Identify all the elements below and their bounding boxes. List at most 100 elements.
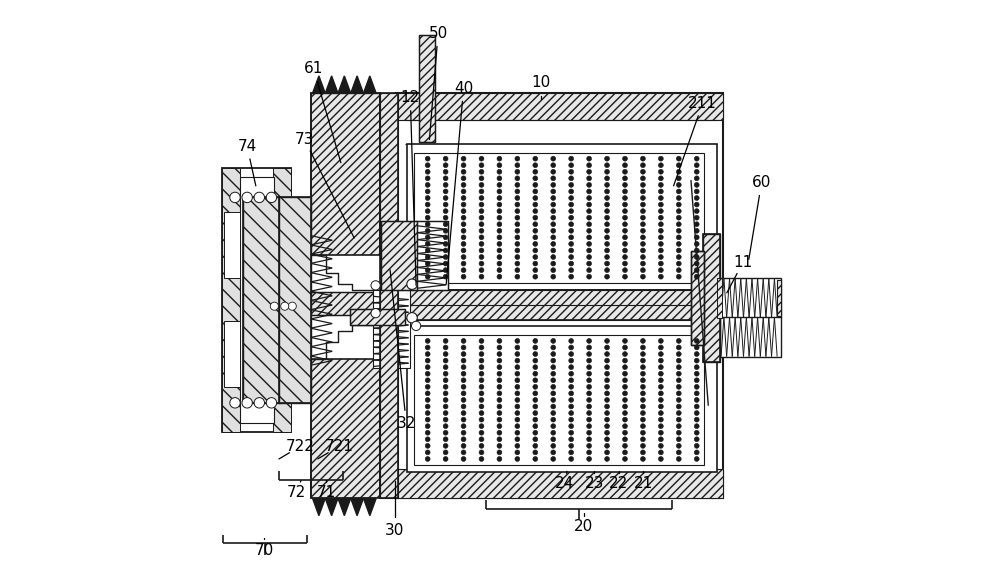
Circle shape: [479, 404, 484, 409]
Circle shape: [623, 371, 627, 376]
Circle shape: [254, 398, 265, 408]
Circle shape: [551, 261, 556, 266]
Circle shape: [443, 169, 448, 174]
Bar: [381, 220, 417, 290]
Circle shape: [623, 202, 627, 207]
Circle shape: [658, 156, 663, 161]
Circle shape: [515, 411, 520, 415]
Circle shape: [694, 424, 699, 429]
Circle shape: [461, 156, 466, 161]
Circle shape: [461, 268, 466, 273]
Bar: [222, 168, 291, 432]
Circle shape: [497, 404, 502, 409]
Circle shape: [443, 195, 448, 201]
Circle shape: [443, 351, 448, 357]
Circle shape: [676, 241, 681, 246]
Circle shape: [551, 189, 556, 194]
Circle shape: [515, 424, 520, 429]
Circle shape: [461, 248, 466, 253]
Circle shape: [461, 385, 466, 389]
Circle shape: [533, 345, 538, 350]
Circle shape: [569, 241, 574, 246]
Circle shape: [569, 378, 574, 383]
Circle shape: [533, 163, 538, 168]
Circle shape: [551, 274, 556, 279]
Circle shape: [658, 235, 663, 240]
Circle shape: [587, 417, 592, 422]
Bar: [407, 144, 717, 290]
Circle shape: [694, 397, 699, 403]
Circle shape: [623, 229, 627, 233]
Circle shape: [497, 371, 502, 376]
Circle shape: [425, 274, 430, 279]
Circle shape: [461, 202, 466, 207]
Circle shape: [658, 268, 663, 273]
Circle shape: [425, 209, 430, 213]
Circle shape: [658, 339, 663, 343]
Circle shape: [640, 443, 645, 448]
Text: 73: 73: [295, 132, 314, 147]
Circle shape: [640, 156, 645, 161]
Circle shape: [425, 156, 430, 161]
Circle shape: [605, 456, 609, 461]
Circle shape: [551, 397, 556, 403]
Polygon shape: [313, 498, 325, 516]
Circle shape: [640, 345, 645, 350]
Circle shape: [425, 176, 430, 181]
Text: 50: 50: [428, 26, 448, 41]
Circle shape: [515, 248, 520, 253]
Circle shape: [443, 456, 448, 461]
Circle shape: [694, 456, 699, 461]
Circle shape: [443, 339, 448, 343]
Circle shape: [640, 176, 645, 181]
Circle shape: [694, 430, 699, 435]
Circle shape: [676, 183, 681, 187]
Circle shape: [461, 209, 466, 213]
Circle shape: [658, 176, 663, 181]
Bar: [350, 309, 405, 325]
Bar: [414, 335, 704, 465]
Circle shape: [515, 169, 520, 174]
Circle shape: [461, 424, 466, 429]
Circle shape: [694, 404, 699, 409]
Circle shape: [676, 358, 681, 363]
Circle shape: [461, 404, 466, 409]
Circle shape: [623, 391, 627, 396]
Circle shape: [443, 261, 448, 266]
Circle shape: [371, 281, 380, 290]
Circle shape: [461, 430, 466, 435]
Circle shape: [443, 183, 448, 187]
Circle shape: [515, 404, 520, 409]
Circle shape: [515, 417, 520, 422]
Circle shape: [658, 450, 663, 455]
Circle shape: [587, 209, 592, 213]
Circle shape: [515, 339, 520, 343]
Circle shape: [676, 371, 681, 376]
Polygon shape: [351, 498, 363, 516]
Circle shape: [479, 430, 484, 435]
Circle shape: [569, 391, 574, 396]
Circle shape: [533, 417, 538, 422]
Circle shape: [515, 183, 520, 187]
Circle shape: [676, 378, 681, 383]
Circle shape: [443, 229, 448, 233]
Circle shape: [551, 215, 556, 220]
Circle shape: [515, 378, 520, 383]
Circle shape: [515, 443, 520, 448]
Circle shape: [587, 411, 592, 415]
Circle shape: [569, 183, 574, 187]
Circle shape: [461, 351, 466, 357]
Circle shape: [425, 397, 430, 403]
Circle shape: [605, 371, 609, 376]
Circle shape: [640, 430, 645, 435]
Circle shape: [694, 351, 699, 357]
Text: 60: 60: [752, 176, 771, 190]
Circle shape: [640, 255, 645, 259]
Circle shape: [515, 450, 520, 455]
Circle shape: [461, 222, 466, 227]
Circle shape: [676, 365, 681, 369]
Text: 72: 72: [287, 485, 306, 500]
Circle shape: [479, 358, 484, 363]
Circle shape: [425, 417, 430, 422]
Circle shape: [569, 345, 574, 350]
